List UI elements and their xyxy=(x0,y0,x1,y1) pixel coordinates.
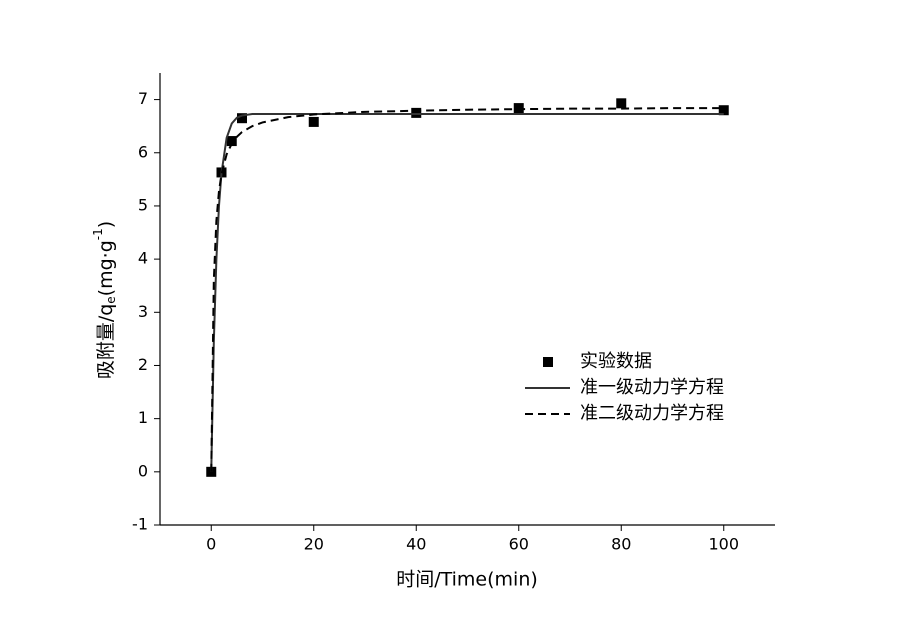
y-tick-label: 3 xyxy=(138,302,148,321)
y-tick-label: 2 xyxy=(138,355,148,374)
y-tick-label: 0 xyxy=(138,461,148,480)
x-tick-label: 60 xyxy=(509,535,529,554)
x-tick-label: 20 xyxy=(304,535,324,554)
y-title-part: 吸附量/q xyxy=(95,304,117,379)
x-tick-label: 0 xyxy=(206,535,216,554)
y-axis-title: 吸附量/qe(mg·g-1) xyxy=(91,221,118,379)
data-point xyxy=(616,98,627,109)
x-tick-label: 80 xyxy=(611,535,631,554)
y-tick-label: 4 xyxy=(138,249,148,268)
y-title-sup: -1 xyxy=(91,228,105,240)
x-axis-title: 时间/Time(min) xyxy=(396,569,538,591)
legend-label: 准一级动力学方程 xyxy=(580,377,724,398)
data-point xyxy=(513,103,524,114)
legend-marker xyxy=(543,357,553,367)
legend-label: 实验数据 xyxy=(580,351,652,372)
data-point xyxy=(718,105,729,116)
fit-line xyxy=(210,112,724,472)
y-tick-label: 7 xyxy=(138,89,148,108)
y-title-sub: e xyxy=(104,296,118,303)
data-point xyxy=(308,116,319,127)
fit-line xyxy=(210,107,724,472)
y-title-part: ) xyxy=(95,221,117,228)
y-tick-label: 1 xyxy=(138,408,148,427)
y-tick-label: -1 xyxy=(132,515,148,534)
y-title-part: (mg·g xyxy=(95,240,117,296)
data-point xyxy=(226,136,237,147)
legend-label: 准二级动力学方程 xyxy=(580,403,724,424)
y-tick-label: 6 xyxy=(138,142,148,161)
x-tick-label: 40 xyxy=(406,535,426,554)
data-point xyxy=(411,107,422,118)
data-point xyxy=(206,466,217,477)
data-point xyxy=(237,113,247,124)
x-tick-label: 100 xyxy=(708,535,739,554)
y-tick-label: 5 xyxy=(138,195,148,214)
